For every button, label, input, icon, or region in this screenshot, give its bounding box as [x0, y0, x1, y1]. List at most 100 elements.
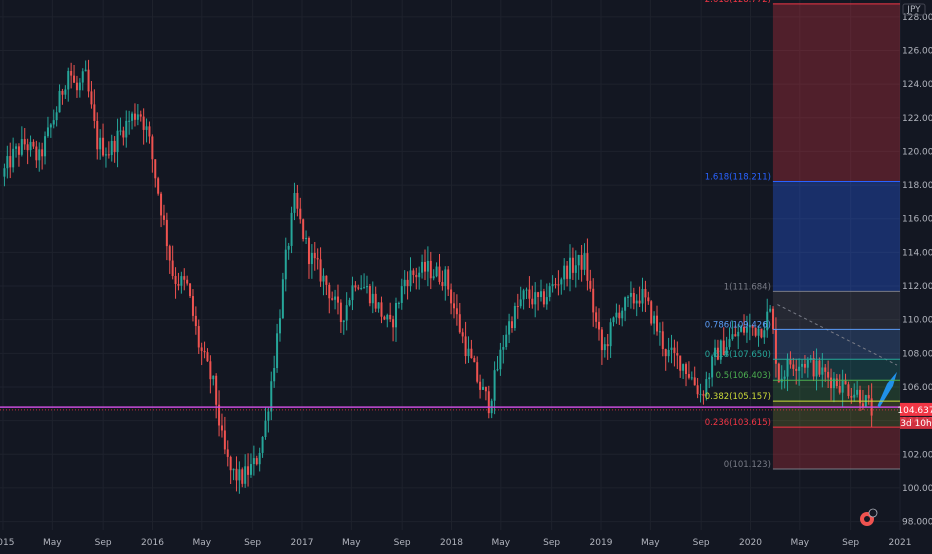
- candle-body: [664, 349, 667, 357]
- candle-body: [197, 326, 200, 348]
- candle-body: [293, 192, 296, 213]
- price-axis[interactable]: 98.000100.000102.000104.000106.000108.00…: [902, 3, 932, 528]
- candle-body: [725, 347, 728, 356]
- x-tick-label: May: [193, 538, 212, 548]
- drawings[interactable]: [0, 304, 900, 411]
- candle-body: [577, 254, 580, 266]
- candle-body: [557, 284, 560, 286]
- candle-body: [745, 326, 748, 333]
- fib-level-label: 1(111.684): [724, 282, 771, 292]
- candle-body: [574, 265, 577, 273]
- candle-body: [676, 352, 679, 356]
- fib-levels[interactable]: 2.618(128.772) 1.618(118.211) 1(111.684) 0.…: [705, 0, 900, 470]
- candle-body: [44, 136, 47, 157]
- candle-body: [743, 326, 746, 333]
- candle-body: [859, 389, 862, 404]
- candle-body: [598, 321, 601, 330]
- candle-body: [438, 266, 441, 282]
- x-tick-label: 2019: [590, 538, 613, 548]
- candle-body: [464, 336, 467, 357]
- candle-body: [52, 120, 55, 125]
- candle-body: [685, 364, 688, 375]
- candle-body: [821, 367, 824, 375]
- candle-body: [754, 327, 757, 336]
- candle-body: [200, 347, 203, 351]
- candle-body: [406, 279, 409, 287]
- fib-zone: [772, 181, 900, 292]
- candle-body: [734, 334, 737, 337]
- candle-body: [806, 360, 809, 368]
- candle-body: [412, 270, 415, 275]
- grid: [0, 0, 901, 530]
- fib-level-label: 1.618(118.211): [705, 173, 771, 183]
- candle-body: [319, 259, 322, 282]
- y-tick-label: 114.000: [902, 248, 932, 258]
- candle-body: [67, 70, 70, 90]
- candle-body: [548, 286, 551, 298]
- candle-body: [632, 293, 635, 304]
- candle-body: [447, 269, 450, 290]
- candle-body: [792, 364, 795, 369]
- candle-body: [595, 312, 598, 322]
- candle-body: [110, 140, 113, 156]
- time-axis[interactable]: 2015 May Sep 2016 May Sep 2017 May Sep 2018 May Sep…: [0, 538, 911, 548]
- candle-body: [96, 120, 99, 150]
- candle-body: [835, 378, 838, 387]
- candle-body: [64, 89, 67, 95]
- y-tick-label: 116.000: [902, 215, 932, 225]
- candle-body: [220, 425, 223, 431]
- currency-label: JPY: [906, 5, 921, 15]
- candle-body: [827, 371, 830, 378]
- candle-body: [615, 312, 618, 318]
- y-tick-label: 120.000: [902, 147, 932, 157]
- candle-body: [371, 293, 374, 304]
- candle-body: [667, 349, 670, 357]
- candle-body: [838, 386, 841, 393]
- candle-body: [278, 318, 281, 334]
- x-tick-label: Sep: [95, 538, 112, 548]
- candle-body: [444, 269, 447, 287]
- candle-body: [470, 348, 473, 359]
- candle-body: [569, 257, 572, 279]
- candle-body: [484, 386, 487, 392]
- candle-body: [861, 403, 864, 407]
- y-tick-label: 122.000: [902, 114, 932, 124]
- countdown-value: 3d 10h: [900, 419, 931, 429]
- fib-level-label: 0(101.123): [724, 460, 771, 470]
- logo-icon-inner: [864, 516, 870, 522]
- tradingview-logo[interactable]: [860, 508, 878, 526]
- candle-body: [429, 260, 432, 279]
- candle-body: [580, 254, 583, 270]
- candle-body: [606, 344, 609, 347]
- candle-body: [629, 293, 632, 297]
- candle-body: [363, 287, 366, 289]
- candle-body: [650, 301, 653, 324]
- x-tick-label: May: [342, 538, 361, 548]
- candle-body: [824, 367, 827, 372]
- candle-body: [458, 314, 461, 333]
- candle-body: [772, 308, 775, 330]
- candle-body: [165, 219, 168, 247]
- candle-body: [812, 357, 815, 377]
- candle-body: [241, 469, 244, 484]
- candle-body: [160, 193, 163, 216]
- candle-body: [638, 300, 641, 304]
- candle-body: [534, 292, 537, 305]
- candle-body: [516, 306, 519, 308]
- countdown-badge: [900, 416, 932, 429]
- candle-body: [104, 154, 107, 156]
- candle-body: [499, 349, 502, 370]
- candle-body: [583, 253, 586, 270]
- candle-body: [661, 331, 664, 350]
- candle-body: [368, 286, 371, 304]
- candle-body: [774, 329, 777, 364]
- candle-body: [844, 379, 847, 385]
- candle-body: [49, 124, 52, 128]
- candle-body: [719, 340, 722, 360]
- candle-body: [711, 356, 714, 378]
- candle-body: [287, 245, 290, 250]
- notification-badge: [868, 508, 878, 518]
- price-badges: 104.637 3d 10h: [897, 402, 932, 429]
